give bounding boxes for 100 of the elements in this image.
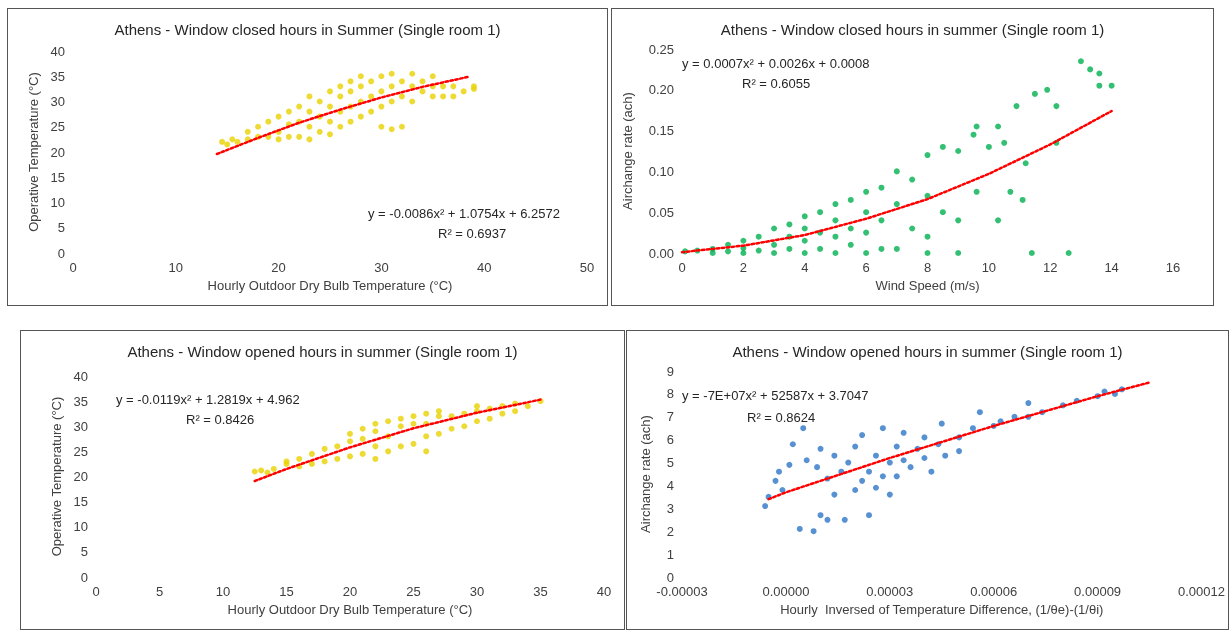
point: [347, 430, 353, 437]
x-tick-label: 2: [739, 260, 747, 275]
y-tick-label: 0: [80, 569, 88, 585]
y-tick-label: 2: [666, 523, 674, 539]
y-tick-label: 0.10: [648, 163, 674, 179]
point: [410, 420, 417, 427]
chart-title: Athens - Window closed hours in Summer (Single room 1): [114, 21, 501, 38]
y-tick-label: 15: [73, 494, 88, 510]
y-tick-label: 15: [50, 169, 65, 185]
point: [270, 465, 277, 472]
point: [435, 408, 442, 415]
x-tick-label: 20: [342, 584, 358, 599]
x-tick-label: 0.00009: [1074, 584, 1122, 599]
y-tick-label: 0.15: [648, 123, 674, 139]
point: [410, 440, 417, 447]
point: [308, 450, 315, 457]
y-tick-label: 0: [666, 569, 674, 585]
y-tick-label: 20: [73, 469, 88, 484]
point: [321, 458, 328, 465]
x-tick-label: 30: [469, 584, 485, 599]
point: [296, 455, 303, 462]
y-axis-title: Airchange rate (ach): [638, 415, 653, 533]
y-tick-label: 30: [73, 418, 88, 434]
y-axis-title: Operative Temperature (°C): [25, 72, 41, 232]
point: [385, 448, 392, 455]
x-tick-label: -0.00003: [656, 584, 708, 599]
x-axis-title: Hourly Outdoor Dry Bulb Temperature (°C): [227, 602, 473, 617]
y-tick-label: 8: [666, 386, 674, 402]
y-tick-label: 35: [50, 68, 65, 84]
y-tick-label: 20: [50, 144, 65, 160]
point: [308, 460, 315, 467]
y-tick-label: 5: [666, 455, 674, 471]
y-tick-label: 10: [50, 195, 65, 210]
chart-title: Athens - Window closed hours in summer (Single room 1): [720, 21, 1105, 38]
point: [423, 448, 430, 455]
x-tick-label: 4: [801, 260, 809, 275]
annotation: y = -0.0086x² + 1.0754x + 6.2572: [368, 206, 560, 221]
point: [397, 415, 404, 422]
annotation: R² = 0.8426: [186, 412, 255, 427]
x-tick-label: 14: [1104, 260, 1119, 275]
x-tick-label: 10: [215, 584, 231, 599]
x-tick-label: 0.00006: [970, 584, 1018, 599]
point: [448, 425, 455, 432]
y-tick-label: 40: [73, 368, 88, 384]
x-axis-title: Hourly Inversed of Temperature Difference, (1/θe)-(1/θi): [780, 602, 1104, 617]
x-tick-label: 10: [168, 260, 184, 275]
x-tick-label: 0.00000: [762, 584, 810, 599]
point: [474, 403, 480, 410]
point: [423, 433, 430, 440]
point: [397, 423, 404, 430]
y-tick-label: 4: [666, 477, 674, 493]
x-tick-label: 25: [406, 584, 421, 599]
point: [347, 438, 353, 445]
point: [334, 443, 341, 450]
x-tick-label: 0.00012: [1178, 584, 1225, 599]
y-tick-label: 5: [80, 544, 88, 560]
chart-title: Athens - Window opened hours in summer (Single room 1): [127, 343, 518, 360]
point: [372, 428, 379, 435]
point: [486, 415, 493, 422]
chart-title: Athens - Window opened hours in summer (Single room 1): [732, 343, 1123, 360]
point: [334, 455, 341, 462]
annotation: R² = 0.8624: [747, 410, 816, 425]
y-tick-label: 0.25: [648, 41, 674, 57]
x-tick-label: 16: [1165, 260, 1181, 275]
point: [359, 425, 366, 432]
point: [251, 468, 258, 475]
point: [258, 467, 265, 474]
y-tick-label: 6: [666, 432, 674, 448]
y-tick-label: 5: [57, 220, 65, 236]
x-tick-label: 40: [476, 260, 492, 275]
x-tick-label: 0: [678, 260, 686, 275]
y-tick-label: 3: [666, 500, 674, 516]
y-tick-label: 0.05: [648, 204, 674, 220]
point: [372, 420, 379, 427]
x-axis-title: Hourly Outdoor Dry Bulb Temperature (°C): [207, 278, 453, 293]
point: [359, 435, 366, 442]
y-tick-label: 0: [57, 245, 65, 261]
x-tick-label: 6: [862, 260, 870, 275]
x-tick-label: 0.00003: [866, 584, 914, 599]
point: [461, 423, 468, 430]
y-axis-title: Operative Temperature (°C): [48, 396, 64, 557]
x-axis-title: Wind Speed (m/s): [875, 278, 980, 293]
point: [372, 443, 379, 450]
x-tick-label: 5: [155, 584, 164, 599]
x-tick-label: 10: [981, 260, 997, 275]
y-tick-label: 40: [50, 43, 65, 59]
point: [359, 450, 366, 457]
y-tick-label: 9: [666, 363, 674, 379]
point: [410, 413, 417, 420]
point: [321, 445, 328, 452]
point: [372, 455, 379, 462]
point: [474, 418, 480, 425]
x-tick-label: 0: [92, 584, 100, 599]
x-tick-label: 20: [271, 260, 286, 275]
line-series: [680, 109, 1113, 254]
y-tick-label: 1: [666, 546, 674, 562]
annotation: y = -7E+07x² + 52587x + 3.7047: [682, 388, 869, 403]
x-tick-label: 35: [533, 584, 548, 599]
y-tick-label: 25: [50, 119, 65, 135]
y-tick-label: 25: [73, 443, 88, 459]
